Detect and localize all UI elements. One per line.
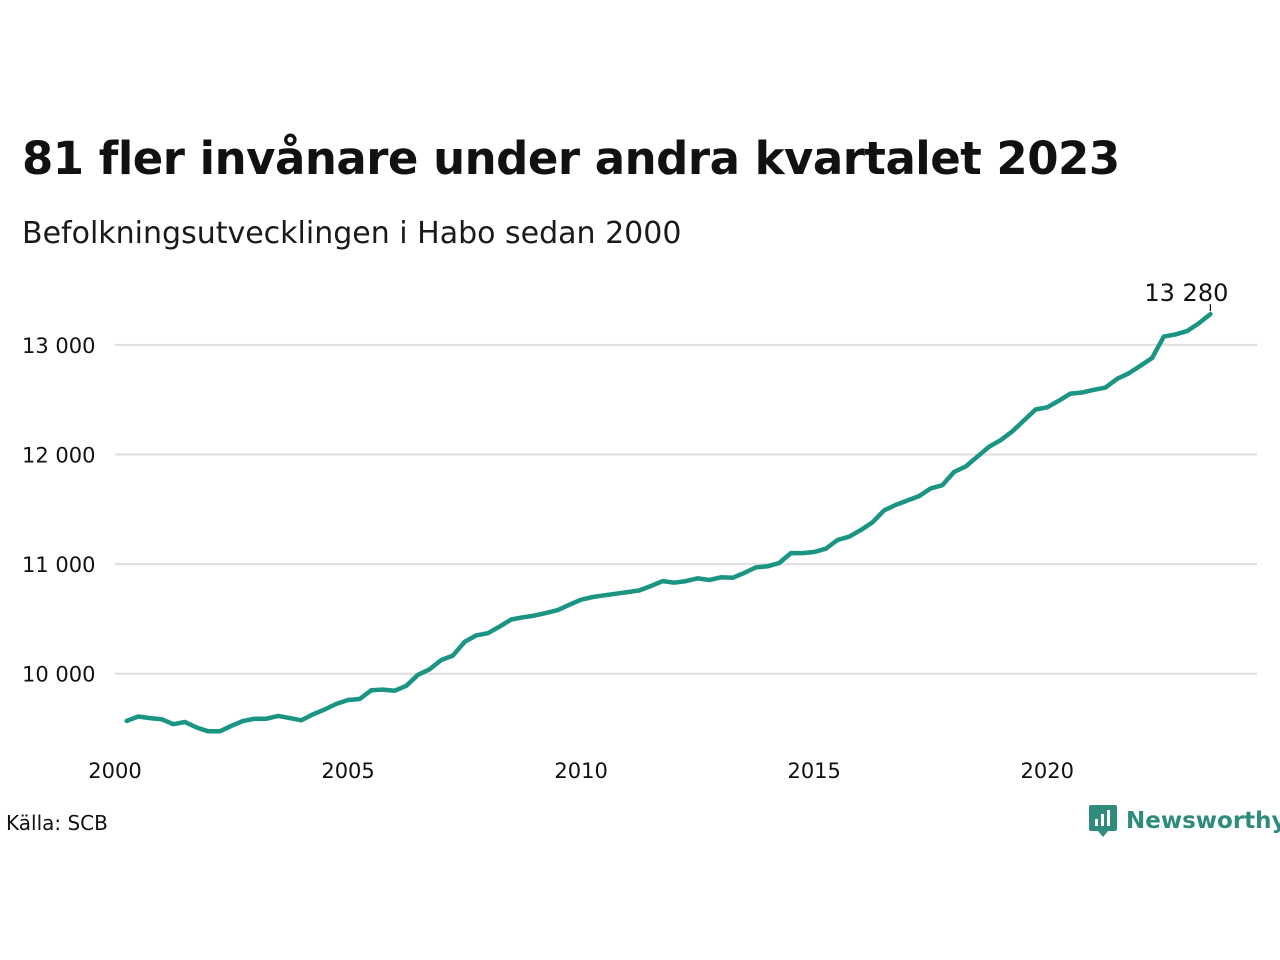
brand-name: Newsworthy bbox=[1126, 808, 1280, 834]
x-tick-label: 2015 bbox=[787, 759, 840, 783]
source-note: Källa: SCB bbox=[6, 811, 108, 835]
annotation-group: 13 280 bbox=[1144, 279, 1228, 312]
y-tick-label: 11 000 bbox=[22, 553, 95, 577]
plot-area bbox=[124, 311, 1213, 734]
x-tick-label: 2005 bbox=[321, 759, 374, 783]
y-tick-label: 10 000 bbox=[22, 663, 95, 687]
brand-logo: Newsworthy bbox=[1088, 804, 1280, 838]
chart-subtitle: Befolkningsutvecklingen i Habo sedan 200… bbox=[22, 216, 682, 251]
newsworthy-logo-icon bbox=[1089, 805, 1117, 837]
y-tick-label: 13 000 bbox=[22, 334, 95, 358]
x-tick-label: 2020 bbox=[1021, 759, 1074, 783]
chart-title: 81 fler invånare under andra kvartalet 2… bbox=[22, 132, 1120, 185]
series-line bbox=[124, 311, 1213, 734]
y-axis: 10 000 11 000 12 000 13 000 bbox=[22, 334, 95, 687]
x-axis: 2000 2005 2010 2015 2020 bbox=[88, 759, 1074, 783]
x-tick-label: 2010 bbox=[554, 759, 607, 783]
y-tick-label: 12 000 bbox=[22, 443, 95, 467]
annotation-label: 13 280 bbox=[1144, 279, 1228, 307]
gridlines bbox=[115, 343, 1257, 675]
x-tick-label: 2000 bbox=[88, 759, 141, 783]
